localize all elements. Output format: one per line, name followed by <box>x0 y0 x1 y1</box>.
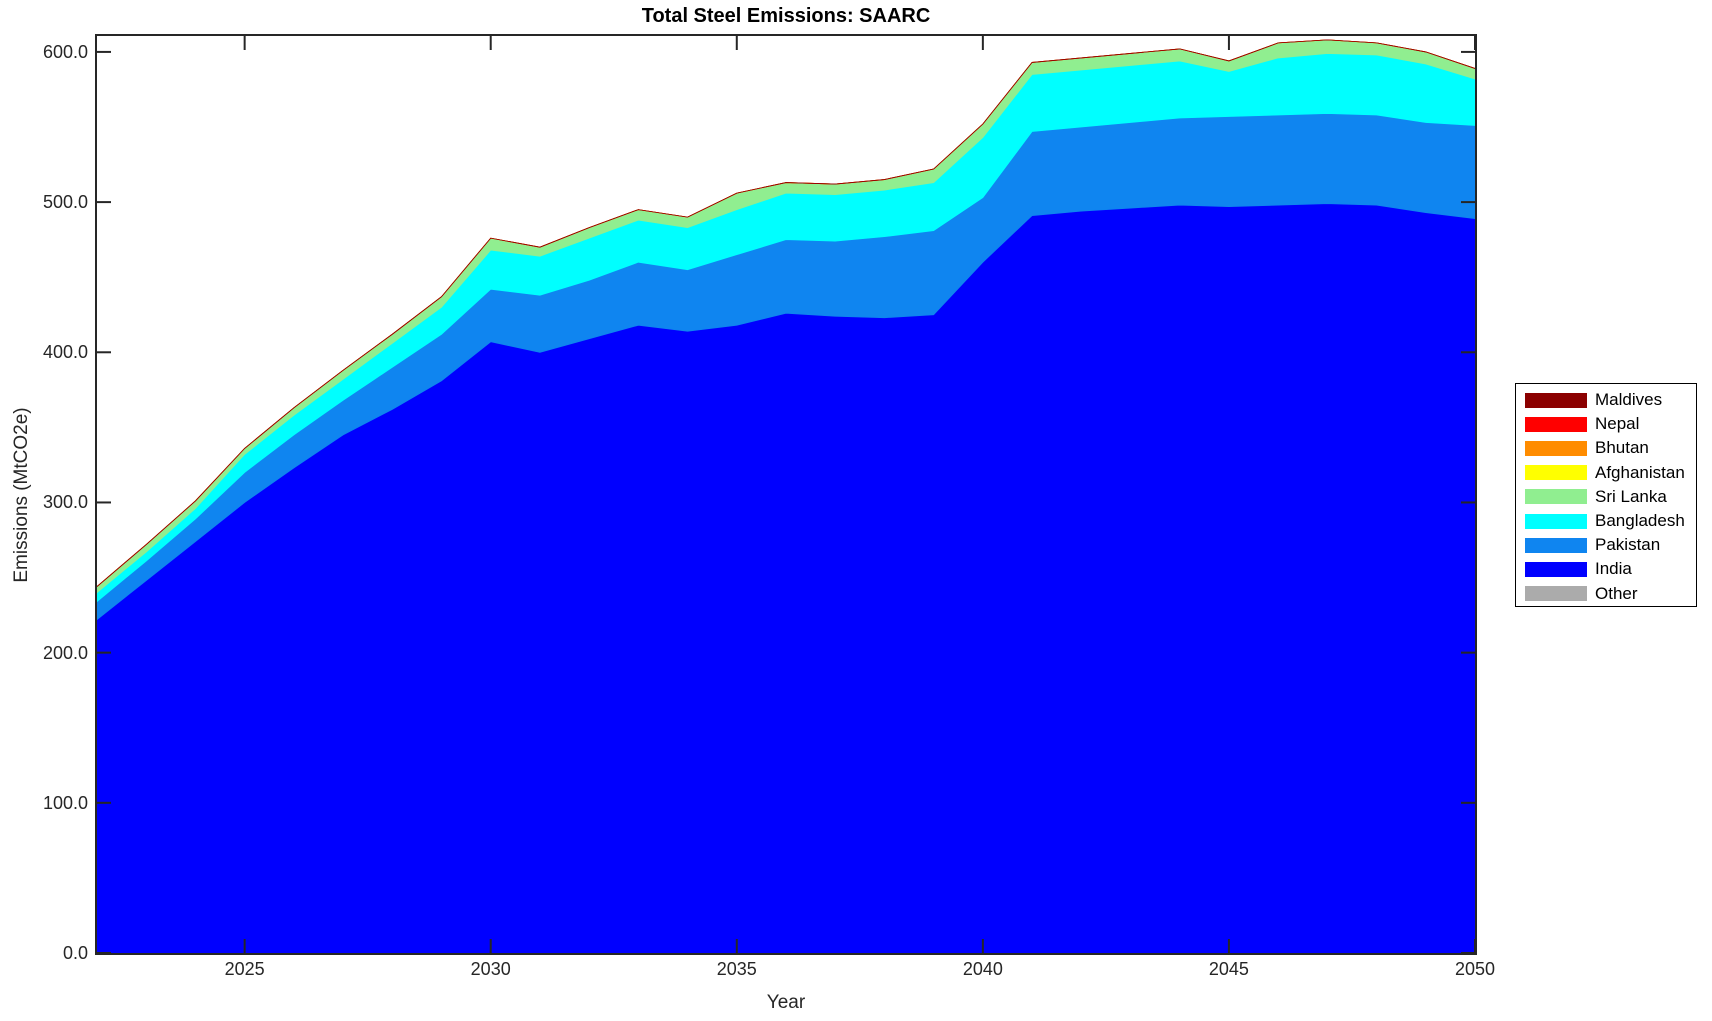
y-tick-label: 600.0 <box>42 41 88 62</box>
legend-label: Nepal <box>1595 414 1640 434</box>
legend-swatch-bhutan <box>1525 440 1587 456</box>
legend-item-nepal: Nepal <box>1516 412 1696 436</box>
x-tick-label: 2040 <box>962 959 1003 979</box>
x-tick-label: 2025 <box>224 959 265 979</box>
legend: Maldives Nepal Bhutan Afghanistan Sri Lanka B… <box>1515 383 1697 607</box>
legend-item-bangladesh: Bangladesh <box>1516 509 1696 533</box>
legend-item-afghanistan: Afghanistan <box>1516 461 1696 485</box>
y-tick-label: 200.0 <box>42 642 88 663</box>
legend-item-maldives: Maldives <box>1516 388 1696 412</box>
legend-swatch-bangladesh <box>1525 513 1587 529</box>
legend-swatch-maldives <box>1525 392 1587 408</box>
legend-item-india: India <box>1516 557 1696 581</box>
y-tick-label: 100.0 <box>42 792 88 813</box>
x-tick-label: 2035 <box>716 959 757 979</box>
area-series-india <box>97 203 1475 953</box>
legend-swatch-other <box>1525 586 1587 602</box>
legend-swatch-nepal <box>1525 416 1587 432</box>
legend-label: Other <box>1595 583 1638 603</box>
legend-item-sri-lanka: Sri Lanka <box>1516 485 1696 509</box>
area-series-maldives <box>97 39 1475 587</box>
y-tick-label: 0.0 <box>62 943 88 963</box>
legend-label: Sri Lanka <box>1595 486 1667 506</box>
legend-label: Maldives <box>1595 390 1663 410</box>
y-tick-label: 400.0 <box>42 342 88 363</box>
legend-label: Bangladesh <box>1595 511 1685 531</box>
legend-label: Pakistan <box>1595 535 1661 555</box>
chart-title: Total Steel Emissions: SAARC <box>641 5 931 27</box>
legend-swatch-pakistan <box>1525 537 1587 553</box>
y-tick-label: 500.0 <box>42 192 88 213</box>
legend-label: Afghanistan <box>1595 462 1685 482</box>
legend-label: Bhutan <box>1595 438 1649 458</box>
plot-area <box>95 34 1477 955</box>
x-tick-label: 2050 <box>1454 959 1496 979</box>
legend-item-other: Other <box>1516 582 1696 606</box>
legend-swatch-afghanistan <box>1525 465 1587 481</box>
legend-item-pakistan: Pakistan <box>1516 533 1696 557</box>
legend-swatch-sri-lanka <box>1525 489 1587 505</box>
legend-item-bhutan: Bhutan <box>1516 436 1696 460</box>
y-tick-label: 300.0 <box>42 492 88 513</box>
x-axis-label: Year <box>766 992 806 1013</box>
x-tick-label: 2030 <box>470 959 511 979</box>
stacked-area-chart <box>97 36 1475 953</box>
x-tick-label: 2045 <box>1208 959 1249 979</box>
legend-label: India <box>1595 559 1632 579</box>
legend-swatch-india <box>1525 561 1587 577</box>
